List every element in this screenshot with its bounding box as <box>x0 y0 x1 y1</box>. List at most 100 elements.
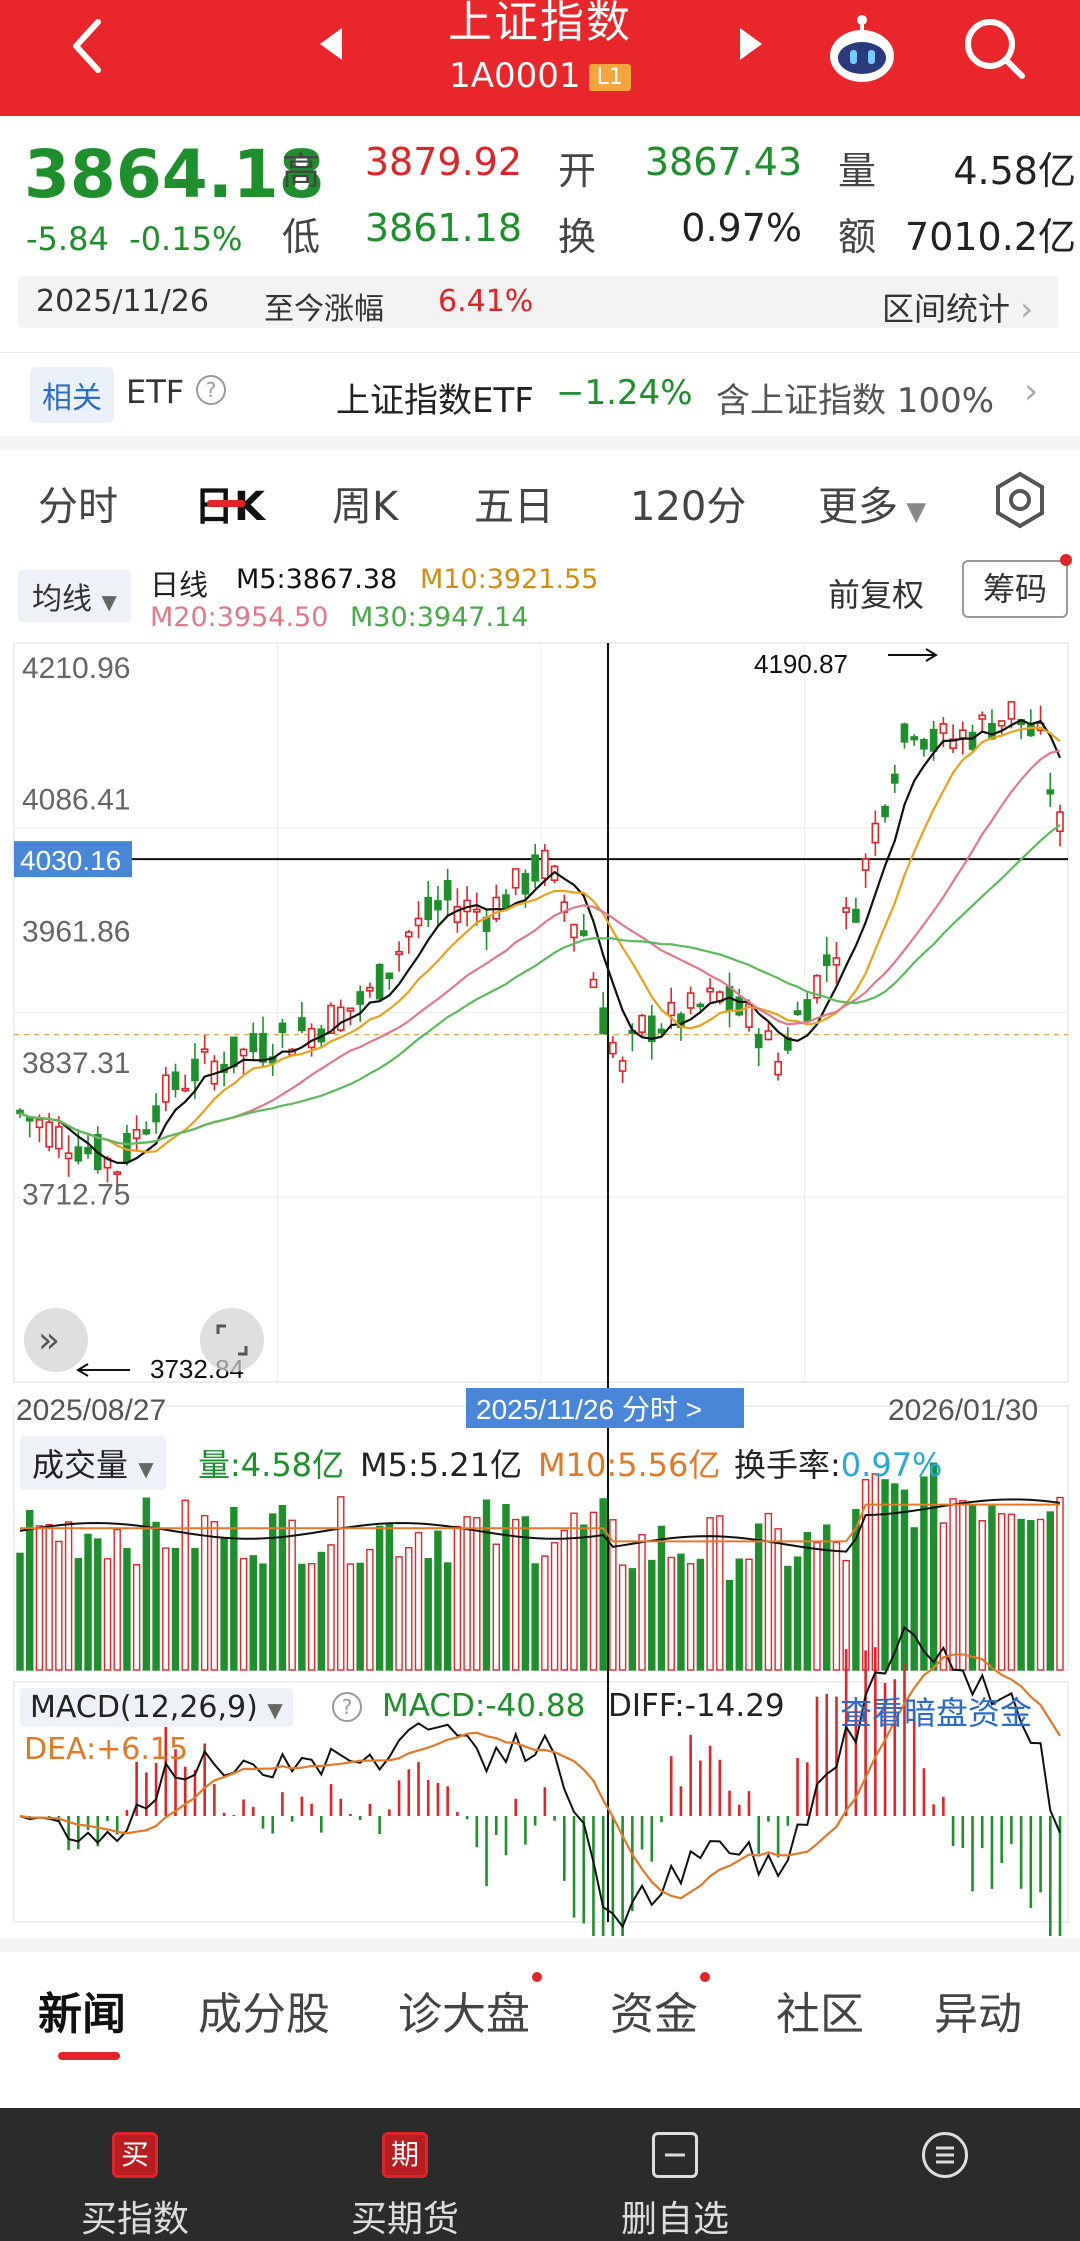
range-stat-button[interactable]: 区间统计 › <box>882 290 1033 328</box>
high-label: 高 <box>282 149 321 193</box>
ma10-value: M10:3921.55 <box>420 564 599 595</box>
chip-button[interactable]: 筹码 <box>962 560 1068 618</box>
low-label: 低 <box>282 215 321 259</box>
volume-m10-line <box>20 1503 1060 1543</box>
volume-bar <box>832 1541 841 1671</box>
volume-selector[interactable]: 成交量 ▼ <box>20 1436 166 1490</box>
candle-body <box>852 908 860 923</box>
range-stat-bar[interactable]: 2025/11/26 至今涨幅 6.41% 区间统计 › <box>18 276 1058 328</box>
volume-bar <box>1017 1518 1025 1671</box>
ma-selector[interactable]: 均线 ▼ <box>18 570 131 622</box>
news-tab-news[interactable]: 新闻 <box>38 1989 126 2040</box>
volume-bar <box>463 1516 471 1671</box>
period-tabs: 分时 日K 周K 五日 120分 更多 ▼ <box>0 460 1080 550</box>
tab-weekly[interactable]: 周K <box>332 484 399 530</box>
candle-body <box>25 1117 34 1122</box>
candle-body <box>900 723 909 743</box>
candle-body <box>84 1147 92 1155</box>
etf-name: 上证指数ETF <box>336 381 534 421</box>
next-stock-icon[interactable] <box>734 26 764 66</box>
buy-futures-button[interactable]: 期 买期货 <box>270 2108 540 2241</box>
candle-body <box>230 1036 238 1068</box>
volume-bar <box>268 1513 277 1671</box>
volume-bar <box>871 1473 880 1671</box>
volume-bar <box>366 1548 374 1671</box>
volume-bar <box>152 1521 160 1671</box>
remove-watchlist-button[interactable]: 删自选 <box>540 2108 810 2241</box>
news-tab-diagnosis[interactable]: 诊大盘 <box>398 1989 530 2040</box>
volume-bar <box>453 1525 462 1671</box>
candle-body <box>327 1004 335 1035</box>
adjust-mode[interactable]: 前复权 <box>828 576 925 614</box>
candle-body <box>375 963 384 1000</box>
volume-bar <box>94 1538 102 1671</box>
volume-bar <box>317 1551 326 1671</box>
volume-bar <box>405 1546 413 1671</box>
volume-bar <box>716 1515 724 1671</box>
robot-assistant-icon[interactable] <box>822 8 902 88</box>
volume-bar <box>249 1555 257 1671</box>
volume-bar <box>191 1547 199 1671</box>
chevron-right-icon[interactable]: › <box>1024 371 1039 412</box>
notification-dot <box>532 1972 542 1982</box>
news-tab-community[interactable]: 社区 <box>776 1989 864 2040</box>
dark-pool-link[interactable]: 查看暗盘资金 <box>840 1694 1033 1732</box>
help-icon[interactable]: ? <box>196 375 226 405</box>
candle-body <box>453 905 462 923</box>
candle-body <box>385 972 394 980</box>
candle-body <box>278 1022 287 1034</box>
candle-body <box>249 1033 258 1053</box>
volume-bar <box>531 1563 539 1671</box>
more-menu-button[interactable] <box>810 2108 1080 2241</box>
tab-120min[interactable]: 120分 <box>630 484 747 530</box>
amount-value: 7010.2亿 <box>905 215 1076 259</box>
tab-intraday[interactable]: 分时 <box>38 484 118 530</box>
candle-body <box>618 1060 627 1072</box>
candle-body <box>958 729 967 739</box>
macd-selector[interactable]: MACD(12,26,9) ▼ <box>20 1688 293 1727</box>
candle-body <box>346 1007 355 1012</box>
tab-more[interactable]: 更多 ▼ <box>818 484 927 530</box>
settings-gear-icon[interactable] <box>990 470 1050 530</box>
volume-bar <box>1046 1511 1054 1671</box>
prev-stock-icon[interactable] <box>318 26 348 66</box>
candle-body <box>589 978 598 989</box>
candle-body <box>366 986 374 992</box>
page-title: 上证指数 <box>448 0 632 48</box>
candle-body <box>609 1041 617 1055</box>
volume-label: 量 <box>838 149 877 193</box>
minus-box-icon <box>652 2132 698 2178</box>
tab-daily[interactable]: 日K <box>194 484 265 530</box>
candle-body <box>443 880 452 901</box>
volume-bar <box>988 1505 996 1671</box>
current-price: 3864.18 <box>24 136 325 213</box>
divider <box>0 1938 1080 1952</box>
volume-bar <box>852 1509 860 1671</box>
volume-bar <box>891 1483 899 1671</box>
y-tick-label: 3961.86 <box>22 915 130 948</box>
diff-value: DIFF:-14.29 <box>608 1688 785 1724</box>
ma30-value: M30:3947.14 <box>350 602 529 633</box>
volume-bar <box>677 1553 685 1671</box>
ma5-line <box>19 718 1062 1164</box>
macd-panel-frame <box>13 1681 1069 1923</box>
open-value: 3867.43 <box>644 140 802 184</box>
volume-bar <box>764 1512 773 1671</box>
expand-left-glyph: » <box>38 1320 60 1361</box>
kline-chart[interactable]: 4210.96 4086.41 3961.86 3837.31 3712.75 4030.… <box>0 640 1080 1936</box>
candle-body <box>473 908 481 913</box>
low-value: 3861.18 <box>364 206 522 250</box>
candle-body <box>16 1109 24 1115</box>
tab-five-day[interactable]: 五日 <box>474 484 554 530</box>
news-tab-movers[interactable]: 异动 <box>934 1989 1022 2040</box>
candle-body <box>1007 700 1016 720</box>
back-icon[interactable] <box>58 6 128 86</box>
search-icon[interactable] <box>958 12 1028 82</box>
macd-help-icon[interactable]: ? <box>332 1692 362 1722</box>
news-tab-constituents[interactable]: 成分股 <box>198 1989 330 2040</box>
news-tab-funds[interactable]: 资金 <box>610 1989 698 2040</box>
buy-index-button[interactable]: 买 买指数 <box>0 2108 270 2241</box>
related-etf-row[interactable]: 相关 ETF ? 上证指数ETF −1.24% 含上证指数 100% › <box>0 352 1080 432</box>
volume-bar <box>64 1521 73 1671</box>
volume-bar <box>259 1563 267 1671</box>
